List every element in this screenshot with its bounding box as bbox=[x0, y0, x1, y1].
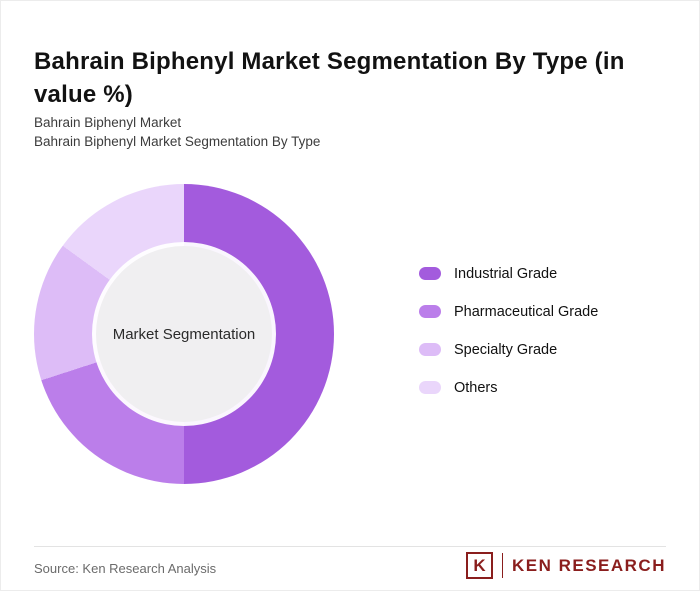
donut-center: Market Segmentation bbox=[96, 246, 272, 422]
legend-label: Others bbox=[454, 379, 498, 396]
donut-center-label: Market Segmentation bbox=[112, 325, 256, 343]
chart-legend: Industrial Grade Pharmaceutical Grade Spec… bbox=[419, 265, 598, 396]
legend-item-specialty-grade: Specialty Grade bbox=[419, 341, 598, 358]
legend-label: Industrial Grade bbox=[454, 265, 558, 282]
brand-name: KEN RESEARCH bbox=[511, 555, 666, 575]
legend-swatch bbox=[419, 267, 441, 280]
legend-label: Specialty Grade bbox=[454, 341, 558, 358]
donut-chart: Market Segmentation bbox=[34, 184, 334, 484]
legend-swatch bbox=[419, 305, 441, 318]
source-note: Source: Ken Research Analysis bbox=[34, 561, 217, 576]
legend-label: Pharmaceutical Grade bbox=[454, 303, 599, 320]
page-title: Bahrain Biphenyl Market Segmentation By … bbox=[34, 48, 625, 109]
legend-item-others: Others bbox=[419, 379, 598, 396]
legend-item-pharmaceutical-grade: Pharmaceutical Grade bbox=[419, 303, 598, 320]
legend-item-industrial-grade: Industrial Grade bbox=[419, 265, 598, 282]
ken-research-logo-icon: K bbox=[465, 552, 493, 579]
legend-swatch bbox=[419, 343, 441, 356]
legend-swatch bbox=[419, 381, 441, 394]
subtitle-line-2: Bahrain Biphenyl Market Segmentation By … bbox=[34, 134, 321, 149]
subtitle-line-1: Bahrain Biphenyl Market bbox=[34, 115, 182, 130]
ken-research-logo: K KEN RESEARCH bbox=[465, 552, 666, 579]
footer-divider bbox=[34, 546, 666, 547]
logo-separator bbox=[501, 553, 503, 578]
chart-subtitles: Bahrain Biphenyl Market Bahrain Biphenyl… bbox=[34, 113, 320, 151]
